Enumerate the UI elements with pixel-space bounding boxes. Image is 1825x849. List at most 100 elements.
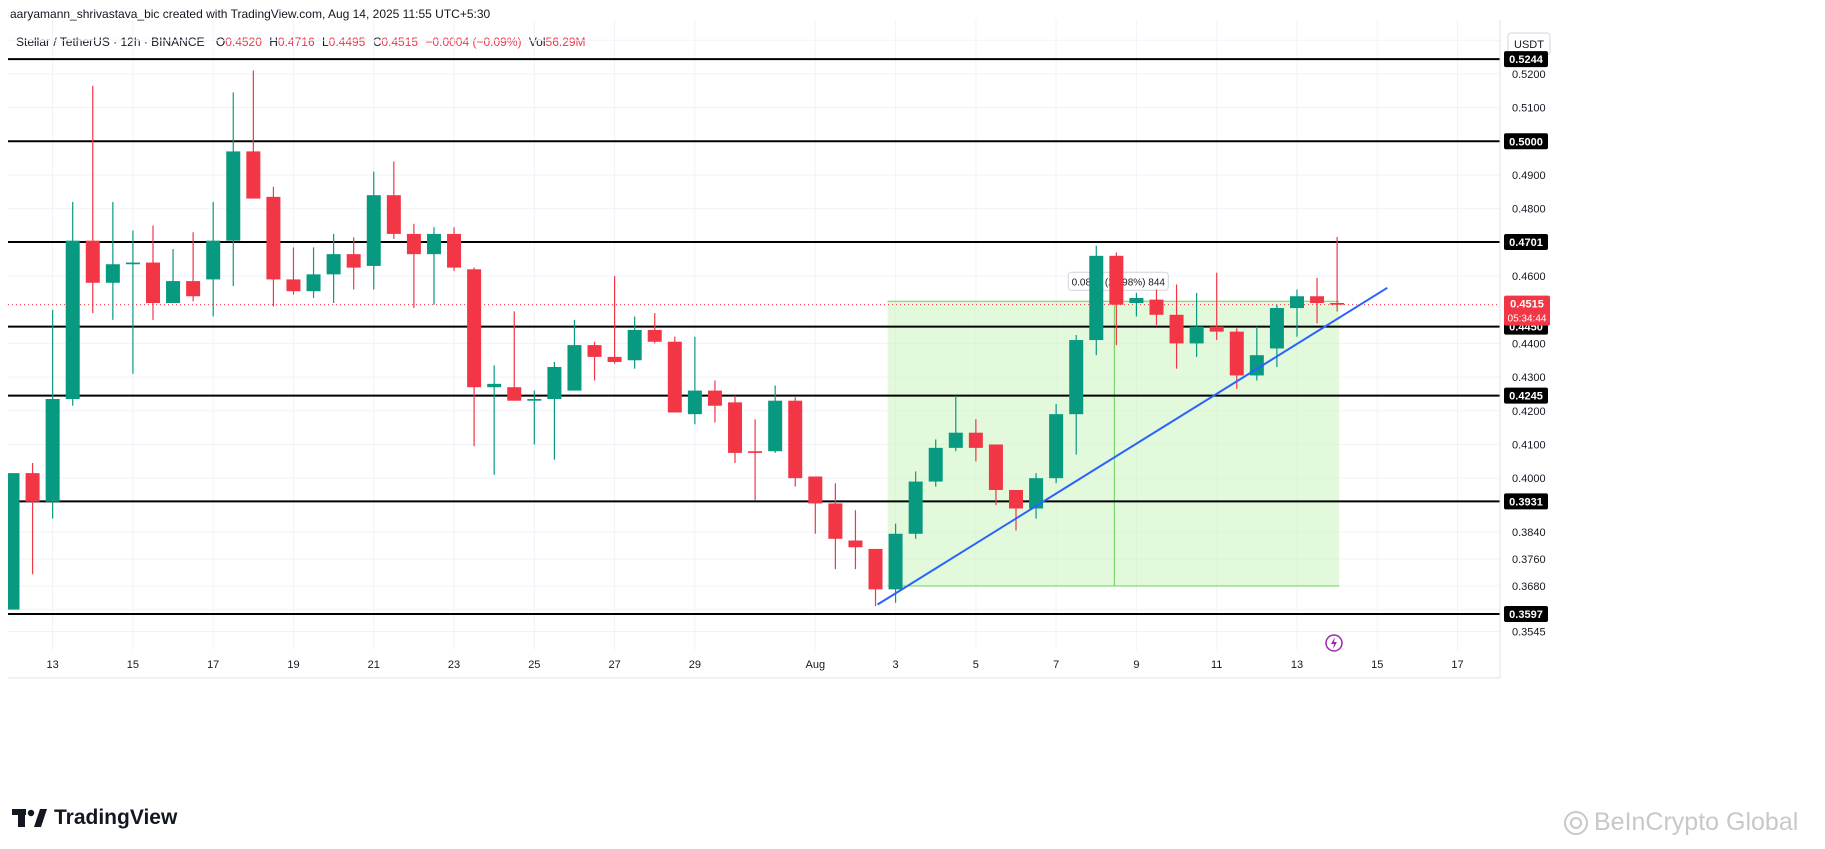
price-tick-label: 0.4200: [1512, 406, 1546, 418]
time-tick-label: 19: [287, 659, 299, 671]
candle-body: [788, 400, 803, 479]
candle-body: [1229, 331, 1244, 376]
time-tick-label: 29: [689, 659, 701, 671]
axes: [8, 20, 1501, 679]
candle-body: [1310, 296, 1325, 303]
time-tick-label: 9: [1133, 659, 1139, 671]
price-tick-label: 0.5200: [1512, 69, 1546, 81]
level-label-box: [1504, 234, 1548, 251]
price-tick-label: 0.4600: [1512, 271, 1546, 283]
candle-body: [65, 240, 80, 400]
lightning-icon-bolt: [1331, 637, 1337, 649]
time-tick-label: 11: [1211, 659, 1222, 671]
candle-body: [206, 240, 221, 280]
candle-body: [808, 476, 823, 504]
candle-body: [1049, 414, 1064, 479]
price-tick-label: 0.4100: [1512, 439, 1546, 451]
candle-body: [8, 473, 20, 610]
level-label-box: [1504, 133, 1548, 150]
candle-body: [125, 262, 140, 265]
candle-body: [266, 196, 281, 280]
watermark-icon: [1564, 810, 1588, 835]
time-tick-label: 15: [127, 659, 139, 671]
time-tick-label: 27: [608, 659, 620, 671]
level-label: 0.5244: [1509, 54, 1544, 66]
close-value: 0.4515: [381, 35, 419, 49]
countdown-label: 05:34:44: [1508, 314, 1547, 325]
candle-body: [25, 473, 40, 502]
candle-body: [186, 281, 201, 297]
candle-body: [768, 400, 783, 452]
candle-body: [948, 432, 963, 448]
candle-body: [447, 233, 462, 268]
change-value: −0.0004 (−0.09%): [425, 35, 522, 49]
price-range-measure[interactable]: 0.0844 (22.98%) 844: [887, 271, 1340, 587]
time-tick-label: Aug: [806, 659, 826, 671]
axis-labels: USDT 0.5200 0.5100 0.4900 0.4800 0.4600 0.4400…: [47, 32, 1551, 671]
high-label: H: [269, 35, 278, 49]
candle-body: [1189, 326, 1204, 344]
candle-body: [306, 274, 321, 292]
price-tick-label: 0.4400: [1512, 338, 1546, 350]
candle-body: [166, 281, 181, 303]
candle-body: [1109, 255, 1124, 305]
volume-label: Vol: [528, 35, 546, 49]
candle-body: [1129, 297, 1144, 303]
time-tick-label: 21: [368, 659, 380, 671]
low-label: L: [321, 35, 329, 49]
candle-body: [828, 503, 843, 539]
level-label: 0.4701: [1509, 237, 1543, 249]
candle-body: [226, 151, 241, 241]
high-value: 0.4716: [277, 35, 315, 49]
candle-body: [1089, 255, 1104, 341]
horizontal-levels[interactable]: [8, 58, 1500, 615]
low-value: 0.4495: [328, 35, 366, 49]
current-price-box: [1504, 295, 1550, 326]
candle-body: [888, 533, 903, 590]
watermark-text: BeInCrypto Global: [1594, 808, 1799, 836]
candle-body: [728, 402, 743, 453]
watermark: BeInCrypto Global: [1562, 808, 1798, 837]
candle-body: [406, 233, 421, 255]
candle-body: [1330, 302, 1345, 305]
time-tick-label: 23: [448, 659, 460, 671]
open-label: O: [215, 35, 226, 49]
candle-body: [507, 387, 522, 401]
candle-body: [1009, 489, 1023, 509]
measure-box: [887, 301, 1340, 586]
candle-body: [1269, 308, 1284, 349]
candle-body: [1289, 296, 1304, 309]
candle-body: [386, 195, 401, 234]
candle-body: [1029, 478, 1044, 509]
candle-body: [968, 432, 983, 448]
candle-body: [105, 264, 120, 283]
time-tick-label: 15: [1371, 659, 1383, 671]
price-tick-label: 0.4900: [1512, 170, 1546, 182]
candles: [8, 70, 1345, 610]
time-tick-label: 13: [47, 659, 59, 671]
candle-body: [567, 345, 582, 391]
price-tick-label: 0.3760: [1512, 554, 1546, 566]
price-tick-label: 0.4800: [1512, 204, 1546, 216]
close-label: C: [372, 35, 382, 49]
price-tick-label: 0.5100: [1512, 103, 1546, 115]
tradingview-logo-icon: [12, 809, 47, 827]
symbol-info-bar: Stellar / TetherUS · 12h · BINANCE O 0.45…: [16, 35, 590, 49]
time-tick-label: 25: [528, 659, 540, 671]
symbol-name[interactable]: Stellar / TetherUS · 12h · BINANCE: [16, 35, 205, 49]
level-label-box: [1504, 493, 1548, 510]
trendline-group[interactable]: [876, 286, 1388, 606]
candle-body: [467, 269, 482, 388]
tradingview-logo[interactable]: TradingView: [12, 806, 177, 830]
candle-body: [45, 399, 60, 502]
candle-body: [607, 356, 622, 362]
candle-body: [487, 383, 502, 388]
level-label-box: [1504, 51, 1548, 68]
candle-body: [286, 279, 301, 292]
candle-body: [547, 367, 562, 400]
candle-body: [988, 444, 1003, 490]
candle-body: [346, 254, 361, 268]
lightning-icon: [1325, 634, 1343, 652]
candle-body: [848, 540, 863, 548]
